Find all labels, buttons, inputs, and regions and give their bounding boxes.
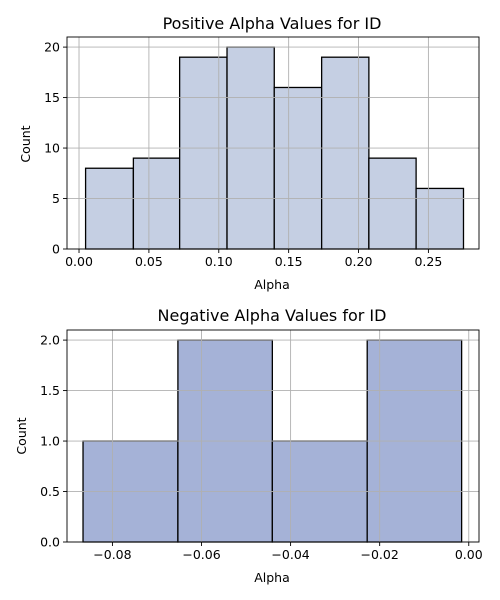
histogram-bar (368, 157, 417, 250)
y-tick-label: 10 (44, 141, 60, 156)
y-tick-label: 1.5 (40, 383, 60, 398)
x-tick-label: −0.04 (271, 547, 309, 562)
y-tick-label: 20 (44, 40, 60, 55)
negative-alpha-histogram: Negative Alpha Values for ID Alpha Count… (14, 306, 483, 585)
y-axis-label: Count (14, 417, 29, 454)
histogram-bar (132, 157, 181, 250)
y-tick-label: 0.0 (40, 535, 60, 550)
histogram-bar (320, 56, 370, 250)
y-axis-label: Count (18, 125, 33, 162)
y-tick-label: 0.5 (40, 484, 60, 499)
y-tick-label: 0 (52, 242, 60, 257)
histogram-bar (178, 56, 228, 250)
x-tick-label: −0.02 (361, 547, 399, 562)
x-tick-label: 0.05 (135, 254, 163, 269)
chart-title: Negative Alpha Values for ID (158, 306, 387, 325)
y-tick-label: 1.0 (40, 434, 60, 449)
x-axis-label: Alpha (254, 570, 290, 585)
histogram-bar (273, 86, 323, 250)
y-tick-label: 15 (44, 90, 60, 105)
chart-title: Positive Alpha Values for ID (163, 14, 382, 33)
x-tick-label: 0.15 (275, 254, 303, 269)
plot-frame (66, 329, 480, 543)
x-tick-label: 0.10 (205, 254, 233, 269)
plot-frame (66, 36, 480, 250)
x-tick-label: −0.08 (93, 547, 131, 562)
histogram-bar (415, 187, 465, 250)
x-tick-label: 0.00 (455, 547, 483, 562)
histogram-bar (84, 167, 135, 250)
x-axis-label: Alpha (254, 277, 290, 292)
y-tick-label: 2.0 (40, 333, 60, 348)
x-tick-label: 0.25 (414, 254, 442, 269)
x-tick-label: 0.20 (345, 254, 373, 269)
y-tick-label: 5 (52, 191, 60, 206)
x-tick-label: −0.06 (182, 547, 220, 562)
positive-alpha-histogram: Positive Alpha Values for ID Alpha Count… (18, 14, 480, 292)
x-tick-label: 0.00 (65, 254, 93, 269)
